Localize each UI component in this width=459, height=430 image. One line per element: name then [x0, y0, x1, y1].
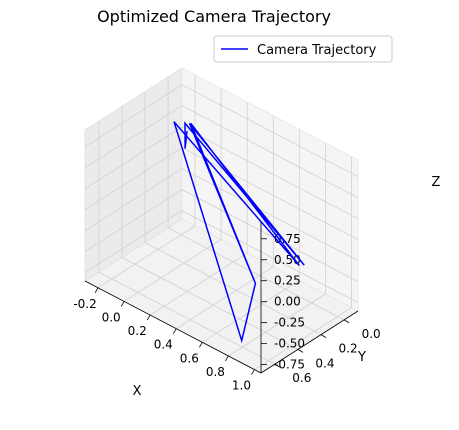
legend-box — [213, 35, 393, 63]
x-tick-label: 0.8 — [206, 365, 225, 379]
series-layer — [173, 121, 305, 344]
grid-line-z — [84, 189, 359, 282]
x-tick-mark — [146, 314, 151, 321]
grid-line-y — [144, 91, 322, 335]
grid-line-y — [98, 121, 276, 365]
x-tick-label: 0.4 — [154, 338, 173, 352]
y-tick-mark — [297, 349, 304, 353]
grid-line-z — [84, 126, 359, 220]
z-tick-label: 0.25 — [274, 274, 301, 288]
grid-line-z — [84, 168, 359, 262]
grid-line-y — [121, 106, 299, 350]
grid-line-x — [123, 88, 222, 302]
grid-line-x — [149, 102, 248, 316]
grid-lines — [84, 74, 359, 370]
z-tick-label: 0.50 — [274, 253, 301, 267]
y-tick-label: 0.2 — [339, 342, 358, 356]
z-tick-label: -0.75 — [274, 358, 305, 372]
grid-line-x — [97, 74, 196, 289]
y-tick-mark — [343, 319, 350, 324]
y-tick-label: 0.0 — [362, 327, 381, 341]
series-line — [173, 121, 305, 344]
chart-title: Optimized Camera Trajectory — [97, 7, 331, 26]
y-tick-mark — [320, 334, 327, 338]
grid-line-x — [176, 115, 274, 330]
y-axis-label: Y — [357, 350, 366, 365]
axis-lines — [84, 222, 359, 375]
x-tick-mark — [120, 301, 125, 307]
z-tick-label: 0.00 — [274, 295, 301, 309]
y-tick-label: 0.6 — [292, 371, 311, 385]
x-tick-label: 0.2 — [128, 324, 147, 338]
grid-line-z — [84, 210, 359, 303]
x-tick-label: 0.6 — [180, 351, 199, 365]
grid-line-y — [167, 76, 345, 321]
z-tick-label: -0.25 — [274, 316, 305, 330]
x-tick-label: -0.2 — [73, 297, 96, 311]
y-tick-mark — [274, 363, 281, 368]
grid-line-z — [84, 105, 359, 199]
x-axis-label: X — [133, 384, 142, 399]
grid-line-z — [84, 84, 359, 178]
z-axis-label: Z — [432, 175, 441, 190]
y-tick-label: 0.4 — [315, 356, 334, 370]
grid-line-x — [202, 129, 300, 343]
grid-line-x — [254, 156, 352, 370]
x-tick-mark — [251, 369, 255, 375]
x-axis-line — [84, 280, 262, 374]
z-tick-label: -0.50 — [274, 337, 305, 351]
x-tick-label: 0.0 — [102, 310, 121, 324]
legend: Camera Trajectory — [213, 35, 393, 63]
x-tick-mark — [198, 342, 203, 348]
x-tick-mark — [172, 328, 177, 334]
legend-label: Camera Trajectory — [257, 43, 377, 58]
x-tick-label: 1.0 — [232, 379, 251, 393]
x-tick-mark — [94, 287, 99, 294]
y-axis-line — [260, 310, 359, 374]
x-tick-mark — [225, 355, 229, 362]
